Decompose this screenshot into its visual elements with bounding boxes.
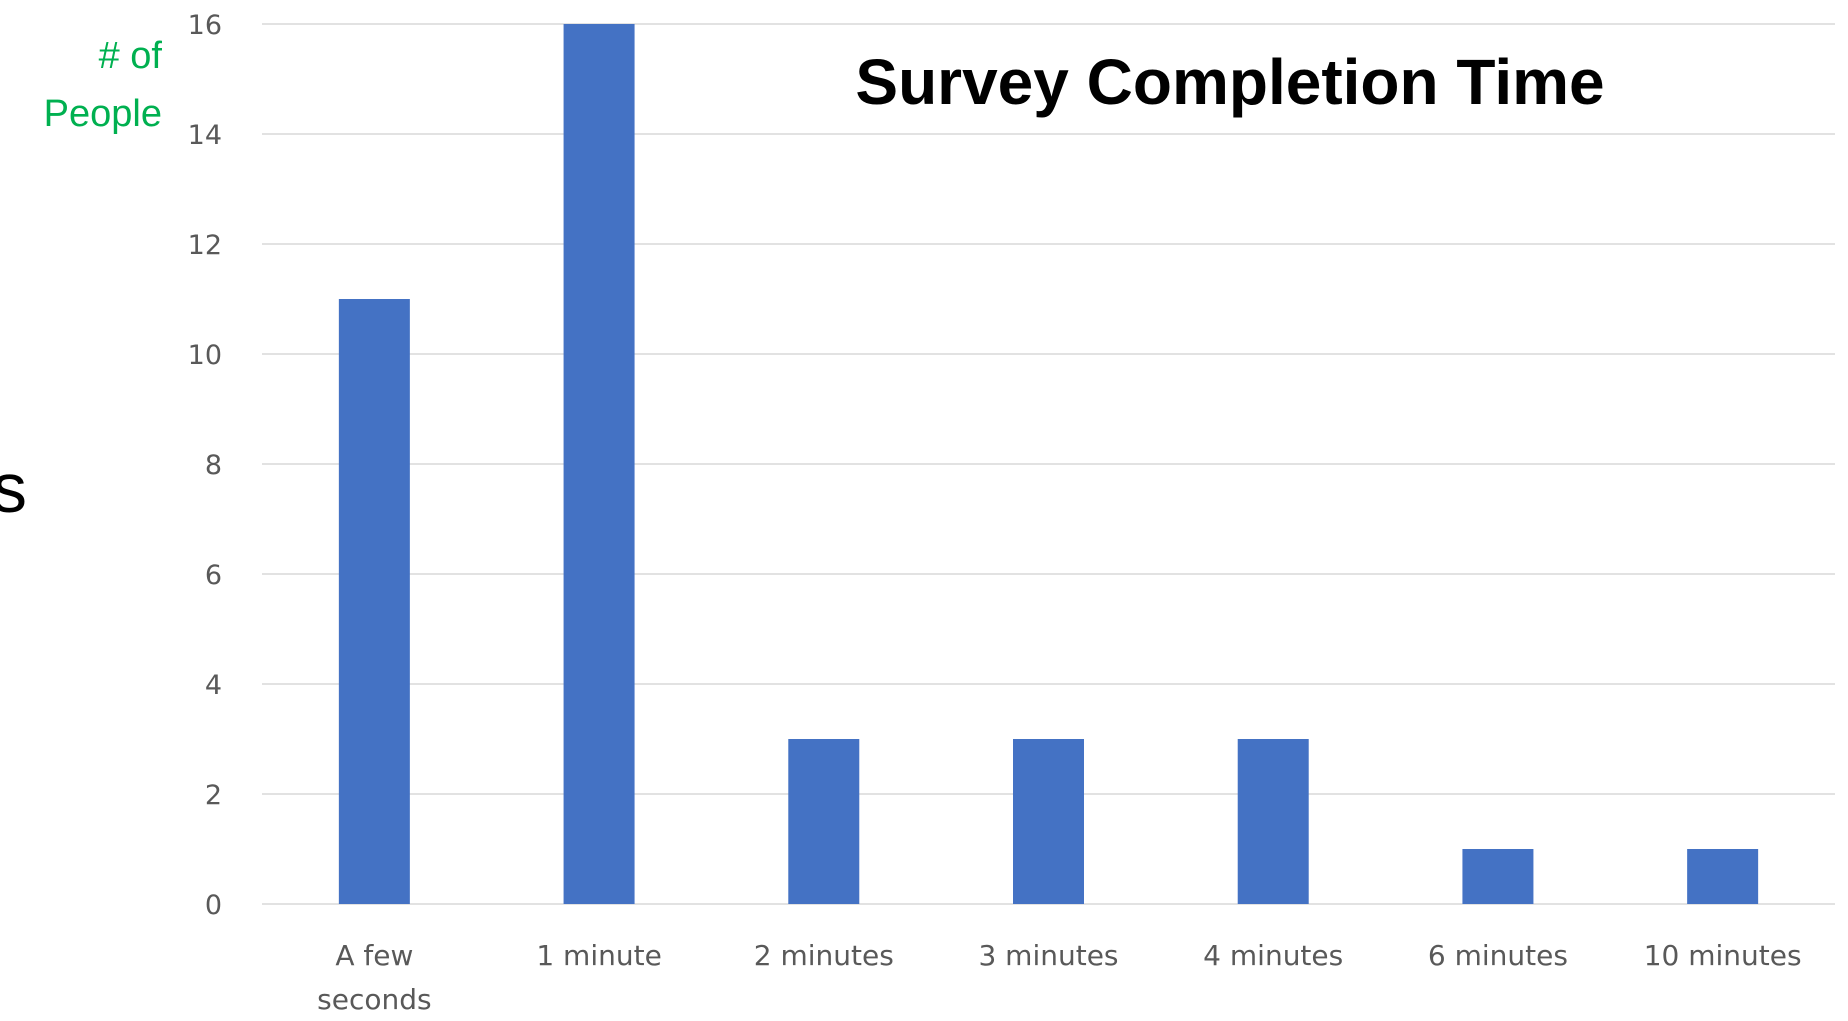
chart-title: Survey Completion Time (855, 46, 1604, 118)
y-tick-label: 6 (205, 560, 222, 591)
bar (338, 299, 410, 904)
y-tick-label: 4 (205, 670, 222, 701)
x-category-label: 10 minutes (1644, 939, 1802, 972)
y-tick-label: 10 (188, 340, 222, 371)
y-tick-label: 2 (205, 780, 222, 811)
bar (1237, 739, 1309, 904)
x-category-label: 3 minutes (978, 939, 1118, 972)
x-category-label: 6 minutes (1428, 939, 1568, 972)
x-category-label: 1 minute (536, 939, 661, 972)
x-category-label: A few seconds (317, 939, 431, 1016)
y-tick-label: 12 (188, 230, 222, 261)
cut-off-text: s (0, 449, 27, 527)
y-tick-label: 14 (188, 120, 222, 151)
y-axis-label-line2: People (44, 93, 162, 135)
y-tick-label: 16 (188, 10, 222, 41)
bar-layer (338, 24, 1759, 904)
bar (1013, 739, 1084, 904)
y-axis-ticks: 0 2 4 6 8 10 12 14 16 (188, 10, 222, 921)
bar (563, 24, 635, 904)
y-tick-label: 8 (205, 450, 222, 481)
x-axis-categories: A few seconds 1 minute 2 minutes 3 minutes 4 … (317, 939, 1801, 1016)
y-axis-label-line1: # of (99, 35, 163, 77)
bar (1687, 849, 1759, 904)
bar (788, 739, 860, 904)
x-category-label: 2 minutes (754, 939, 894, 972)
x-category-label: 4 minutes (1203, 939, 1343, 972)
y-tick-label: 0 (205, 890, 222, 921)
grid-layer (262, 23, 1835, 905)
bar (1462, 849, 1534, 904)
